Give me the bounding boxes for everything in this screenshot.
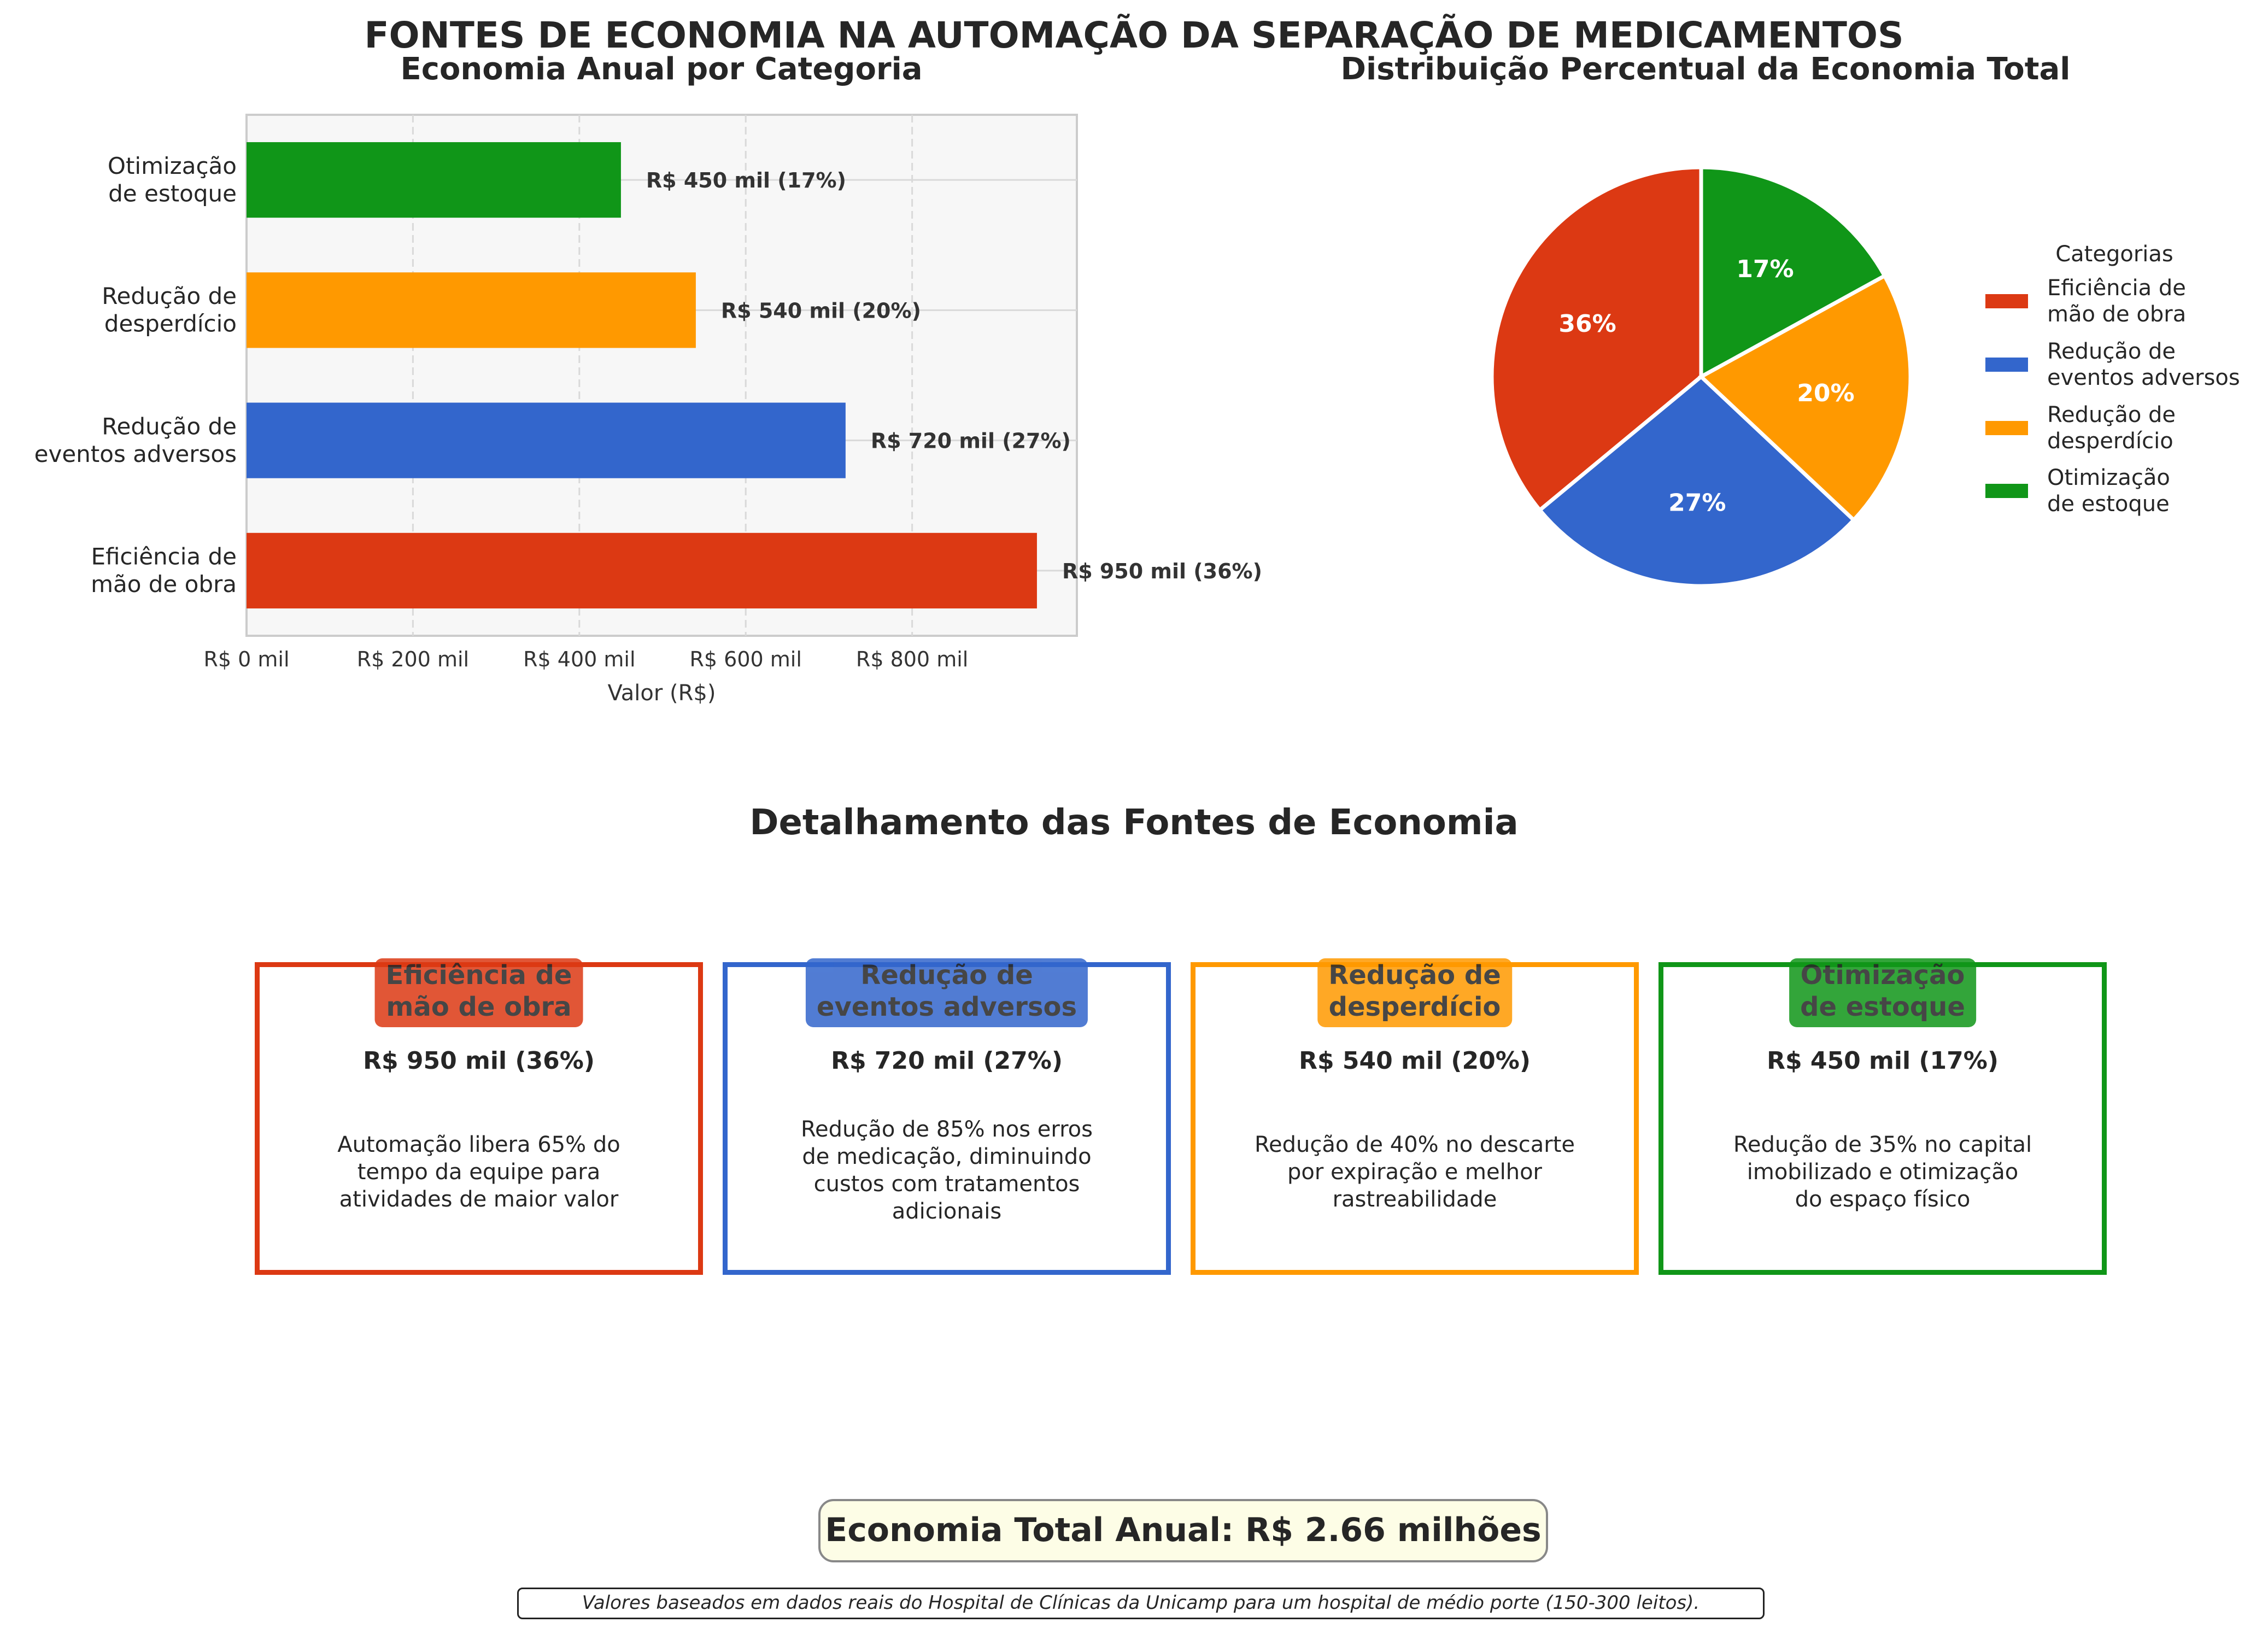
- pie-slice: [1698, 273, 1913, 523]
- detail-card-title: Redução de desperdício: [1317, 958, 1512, 1027]
- y-tick-label: Redução de desperdício: [102, 283, 237, 337]
- pie-chart-title: Distribuição Percentual da Economia Tota…: [1340, 51, 2071, 87]
- bar: [247, 532, 1037, 608]
- source-note: Valores baseados em dados reais do Hospi…: [517, 1588, 1765, 1619]
- detail-card-title: Eficiência de mão de obra: [374, 958, 583, 1027]
- x-tick-label: R$ 400 mil: [523, 647, 635, 671]
- detail-card-description: Redução de 40% no descarte por expiração…: [1255, 1132, 1575, 1212]
- x-tick-label: R$ 600 mil: [690, 647, 802, 671]
- detail-card-title: Redução de eventos adversos: [805, 958, 1088, 1027]
- detail-card-description: Redução de 85% nos erros de medicação, d…: [801, 1117, 1093, 1224]
- pie-value-label: 20%: [1797, 379, 1854, 407]
- y-tick-label: Eficiência de mão de obra: [91, 543, 237, 598]
- bar-data-label: R$ 950 mil (36%): [1062, 559, 1262, 583]
- detail-card-stock: Otimização de estoque R$ 450 mil (17%) R…: [1658, 958, 2107, 1275]
- x-tick-label: R$ 200 mil: [357, 647, 469, 671]
- x-axis-label: Valor (R$): [608, 681, 716, 706]
- legend-swatch: [1985, 358, 2028, 372]
- charts-canvas: R$ 0 mil R$ 200 mil R$ 400 mil R$ 600 mil R$…: [34, 114, 2240, 706]
- x-tick-label: R$ 0 mil: [203, 647, 289, 671]
- pie-slice: [1699, 165, 1888, 380]
- bar-data-label: R$ 450 mil (17%): [646, 168, 846, 192]
- detail-card-waste: Redução de desperdício R$ 540 mil (20%) …: [1191, 958, 1639, 1275]
- legend-swatch: [1985, 421, 2028, 435]
- bar: [247, 142, 621, 218]
- legend-label: Otimização de estoque: [2047, 465, 2170, 517]
- legend-swatch: [1985, 484, 2028, 498]
- x-tick-label: R$ 800 mil: [856, 647, 968, 671]
- detail-card-value: R$ 950 mil (36%): [363, 1047, 595, 1075]
- pie-slice: [1490, 165, 1703, 513]
- legend-swatch: [1985, 294, 2028, 308]
- pie-value-label: 36%: [1558, 310, 1616, 338]
- legend-label: Redução de eventos adversos: [2047, 339, 2240, 390]
- bar-data-label: R$ 720 mil (27%): [871, 429, 1071, 453]
- y-tick-label: Redução de eventos adversos: [34, 413, 237, 467]
- legend-label: Redução de desperdício: [2047, 402, 2176, 454]
- y-tick-label: Otimização de estoque: [108, 153, 237, 207]
- detail-card-value: R$ 540 mil (20%): [1299, 1047, 1531, 1075]
- bar: [247, 402, 846, 478]
- detail-card-title: Otimização de estoque: [1789, 958, 1976, 1027]
- detail-card-labor: Eficiência de mão de obra R$ 950 mil (36…: [255, 958, 703, 1275]
- detail-card-adverse-events: Redução de eventos adversos R$ 720 mil (…: [723, 958, 1171, 1275]
- detail-card-description: Automação libera 65% do tempo da equipe …: [337, 1132, 620, 1212]
- total-savings-box: Economia Total Anual: R$ 2.66 milhões: [818, 1499, 1548, 1562]
- detail-card-value: R$ 720 mil (27%): [831, 1047, 1063, 1075]
- bar-data-label: R$ 540 mil (20%): [721, 298, 921, 323]
- bar: [247, 272, 696, 348]
- bar-chart-title: Economia Anual por Categoria: [400, 51, 923, 87]
- legend-title: Categorias: [2055, 242, 2173, 267]
- pie-value-label: 27%: [1668, 489, 1726, 517]
- detail-card-value: R$ 450 mil (17%): [1767, 1047, 1999, 1075]
- details-title: Detalhamento das Fontes de Economia: [749, 803, 1519, 843]
- detail-card-description: Redução de 35% no capital imobilizado e …: [1733, 1132, 2032, 1212]
- pie-slice: [1537, 374, 1857, 588]
- legend-label: Eficiência de mão de obra: [2047, 276, 2186, 327]
- pie-value-label: 17%: [1736, 255, 1794, 283]
- page-title: FONTES DE ECONOMIA NA AUTOMAÇÃO DA SEPAR…: [364, 14, 1904, 56]
